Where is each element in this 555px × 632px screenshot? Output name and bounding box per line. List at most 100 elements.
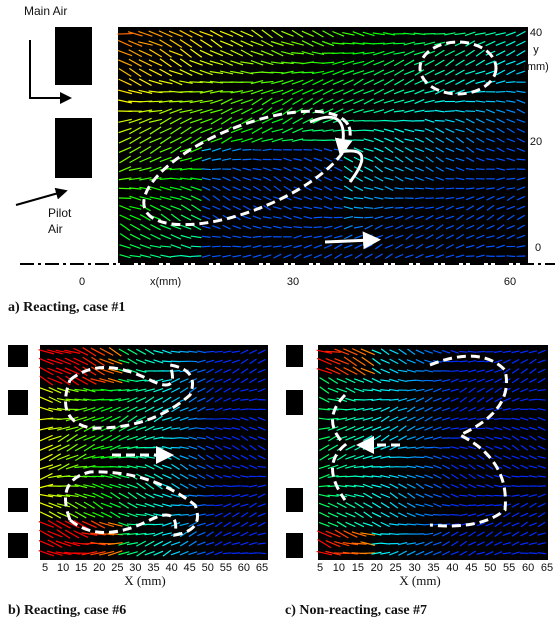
- pilot-air-label: Pilot: [48, 206, 72, 220]
- vector: [415, 188, 424, 189]
- nozzle-block: [55, 118, 92, 178]
- vector: [445, 111, 455, 112]
- caption: c) Non-reacting, case #7: [285, 603, 427, 618]
- vector: [506, 82, 516, 83]
- pilot-air-arrow: [16, 192, 62, 205]
- nozzle-block: [286, 390, 303, 415]
- vector: [529, 553, 537, 554]
- vector: [212, 236, 221, 237]
- vector: [232, 553, 240, 554]
- vector: [242, 150, 251, 151]
- x-tick-label: 5: [42, 562, 48, 574]
- x-tick-label: 35: [147, 562, 159, 574]
- vector: [223, 553, 231, 554]
- x-tick-label: 45: [465, 562, 477, 574]
- vector: [496, 92, 506, 93]
- vector: [486, 101, 496, 102]
- vector: [249, 409, 257, 410]
- vector: [364, 217, 373, 218]
- x-tick-label: 10: [57, 562, 69, 574]
- x-tick-label: 30: [408, 562, 420, 574]
- vector: [342, 53, 354, 54]
- vector: [494, 505, 502, 506]
- x-tick-label: 35: [427, 562, 439, 574]
- y-tick-label: 20: [530, 136, 542, 148]
- vector: [249, 553, 257, 554]
- vector: [197, 495, 206, 496]
- vector: [451, 515, 459, 516]
- vector: [314, 227, 323, 228]
- vector: [517, 159, 526, 160]
- vector: [393, 43, 405, 44]
- vector: [537, 486, 545, 487]
- vector: [353, 130, 364, 131]
- x-tick-label: 25: [111, 562, 123, 574]
- nozzle-block: [8, 488, 28, 512]
- vector: [179, 514, 188, 515]
- vector: [263, 237, 272, 238]
- vector: [446, 188, 455, 189]
- vector: [506, 256, 515, 257]
- vector: [258, 553, 266, 554]
- x-tick-label: 40: [165, 562, 177, 574]
- vector: [240, 553, 248, 554]
- vector: [171, 438, 181, 439]
- nozzle-block: [8, 345, 28, 367]
- x-tick-label: 55: [503, 562, 515, 574]
- x-tick-label: 55: [220, 562, 232, 574]
- y-tick-label: 40: [530, 27, 542, 39]
- x-tick-label: 10: [333, 562, 345, 574]
- vector: [384, 121, 394, 122]
- x-tick-label: 65: [256, 562, 268, 574]
- vector: [302, 72, 314, 73]
- nozzle-block: [8, 533, 28, 558]
- x-axis-label: X (mm): [399, 573, 441, 588]
- x-tick-label: 60: [238, 562, 250, 574]
- vector: [363, 130, 373, 131]
- nozzle-block: [286, 345, 303, 367]
- x-tick-label: 15: [75, 562, 87, 574]
- vector: [191, 256, 201, 257]
- vector: [171, 505, 181, 506]
- vector: [465, 111, 475, 112]
- vector: [314, 217, 323, 218]
- x-tick-label: 15: [352, 562, 364, 574]
- vector: [459, 351, 467, 352]
- vector: [395, 208, 404, 209]
- vector: [214, 419, 222, 420]
- x-tick-label: 30: [129, 562, 141, 574]
- x-tick-label: 30: [287, 276, 299, 288]
- x-tick-label: 50: [484, 562, 496, 574]
- vector: [405, 188, 414, 189]
- vector: [202, 169, 211, 170]
- vector: [435, 121, 445, 122]
- vector: [374, 121, 385, 122]
- caption: a) Reacting, case #1: [8, 300, 125, 315]
- vector: [477, 495, 485, 496]
- vector: [415, 524, 424, 525]
- vector: [476, 169, 485, 170]
- flow-arrow: [325, 240, 372, 242]
- x-tick-label: 20: [93, 562, 105, 574]
- vector: [435, 198, 444, 199]
- x-tick-label: 60: [522, 562, 534, 574]
- x-tick-label: 65: [541, 562, 553, 574]
- vector: [425, 111, 435, 112]
- main-air-label: Main Air: [24, 4, 67, 18]
- x-tick-label: 60: [504, 276, 516, 288]
- vector: [511, 486, 519, 487]
- vector: [433, 514, 442, 515]
- vector: [435, 188, 444, 189]
- nozzle-block: [286, 488, 303, 512]
- vector: [511, 476, 519, 477]
- vector: [191, 246, 202, 247]
- vector: [206, 351, 214, 352]
- x-tick-label: 20: [371, 562, 383, 574]
- vector: [407, 380, 416, 381]
- x-tick-label: 40: [446, 562, 458, 574]
- vector: [459, 361, 467, 362]
- y-axis-label: y: [533, 44, 539, 56]
- x-tick-label: 0: [79, 276, 85, 288]
- vector: [162, 361, 172, 362]
